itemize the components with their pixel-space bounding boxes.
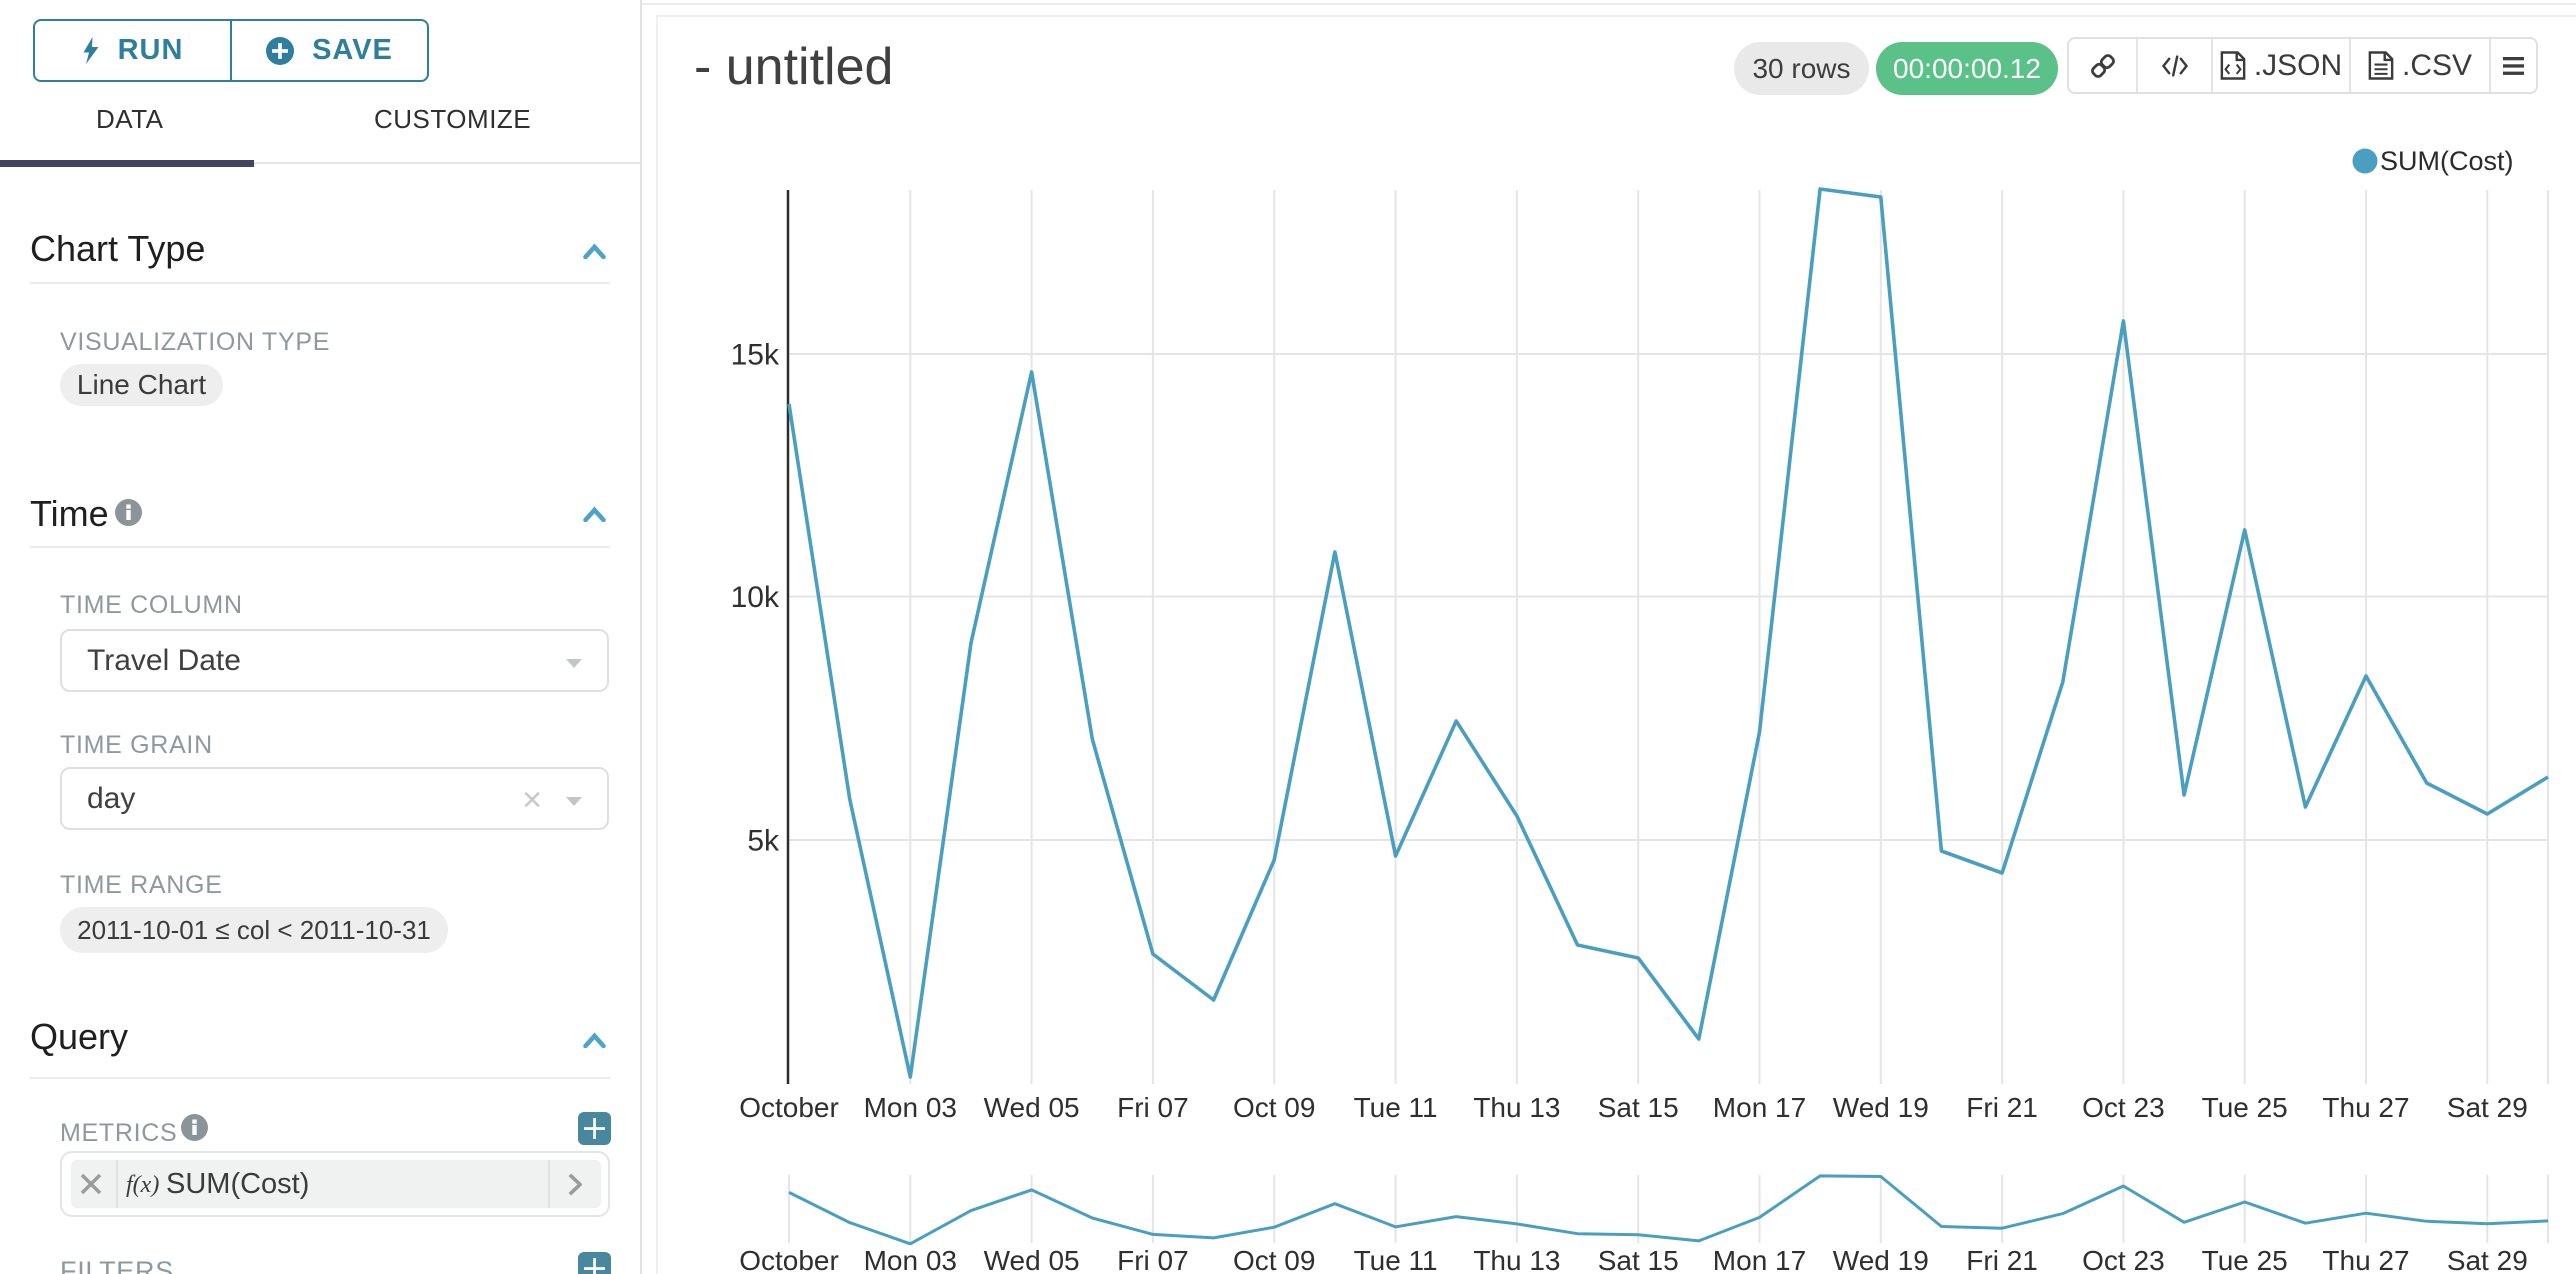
svg-text:Fri 07: Fri 07 (1117, 1092, 1189, 1123)
svg-text:Oct 23: Oct 23 (2082, 1092, 2164, 1123)
svg-text:October: October (739, 1092, 839, 1123)
svg-text:Sat 15: Sat 15 (1598, 1092, 1679, 1123)
svg-text:Mon 03: Mon 03 (864, 1245, 957, 1274)
svg-text:October: October (739, 1245, 839, 1274)
svg-text:Wed 19: Wed 19 (1833, 1092, 1929, 1123)
svg-text:Sat 15: Sat 15 (1598, 1245, 1679, 1274)
svg-text:Sat 29: Sat 29 (2447, 1245, 2528, 1274)
svg-text:Thu 13: Thu 13 (1473, 1092, 1560, 1123)
svg-text:Fri 21: Fri 21 (1966, 1245, 2038, 1274)
svg-text:Thu 27: Thu 27 (2322, 1092, 2409, 1123)
svg-text:Wed 19: Wed 19 (1833, 1245, 1929, 1274)
svg-text:Tue 11: Tue 11 (1354, 1245, 1438, 1274)
svg-text:Mon 03: Mon 03 (864, 1092, 957, 1123)
svg-text:Fri 21: Fri 21 (1966, 1092, 2038, 1123)
svg-text:Fri 07: Fri 07 (1117, 1245, 1189, 1274)
svg-text:5k: 5k (747, 825, 780, 858)
svg-text:Wed 05: Wed 05 (984, 1245, 1080, 1274)
svg-text:Mon 17: Mon 17 (1713, 1245, 1806, 1274)
svg-text:Tue 25: Tue 25 (2202, 1092, 2288, 1123)
svg-text:Oct 23: Oct 23 (2082, 1245, 2164, 1274)
svg-text:SUM(Cost): SUM(Cost) (2380, 146, 2514, 176)
svg-text:Tue 11: Tue 11 (1354, 1092, 1438, 1123)
svg-text:Oct 09: Oct 09 (1233, 1245, 1315, 1274)
svg-text:Wed 05: Wed 05 (984, 1092, 1080, 1123)
svg-text:Thu 27: Thu 27 (2322, 1245, 2409, 1274)
svg-text:Sat 29: Sat 29 (2447, 1092, 2528, 1123)
svg-text:Tue 25: Tue 25 (2202, 1245, 2288, 1274)
svg-text:10k: 10k (731, 581, 780, 614)
svg-text:Mon 17: Mon 17 (1713, 1092, 1806, 1123)
svg-text:15k: 15k (731, 339, 780, 372)
svg-text:Oct 09: Oct 09 (1233, 1092, 1315, 1123)
svg-text:Thu 13: Thu 13 (1473, 1245, 1560, 1274)
